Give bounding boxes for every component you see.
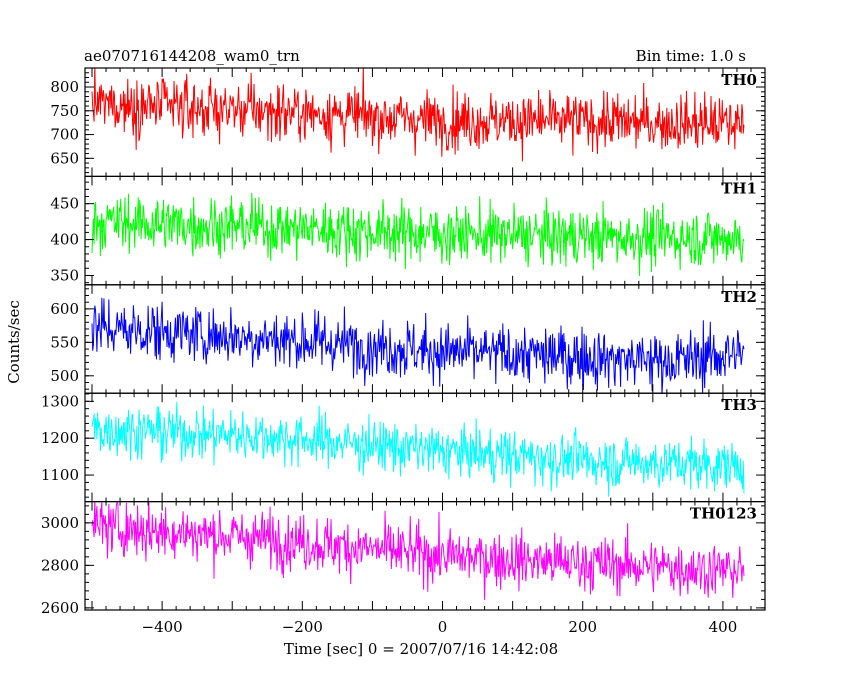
- y-tick-label: 700: [50, 126, 79, 144]
- x-tick-label: 400: [709, 618, 738, 636]
- panel-label: TH1: [721, 179, 757, 197]
- y-tick-label: 1100: [41, 466, 79, 484]
- bin-time-label: Bin time: 1.0 s: [636, 47, 746, 65]
- x-tick-label: 200: [568, 618, 597, 636]
- y-tick-label: 500: [50, 367, 79, 385]
- panel-th0123: 2600 2800 3000 TH0123: [41, 501, 766, 617]
- panel-label: TH0: [721, 71, 757, 89]
- y-tick-label: 800: [50, 78, 79, 96]
- y-tick-label: 3000: [41, 514, 79, 532]
- x-axis-label: Time [sec] 0 = 2007/07/16 14:42:08: [284, 640, 558, 658]
- series-line-th0123: [91, 501, 745, 600]
- y-tick-label: 400: [50, 231, 79, 249]
- series-line-th1: [91, 192, 745, 276]
- panel-th1: 350 400 450 TH1: [50, 175, 766, 286]
- y-tick-label: 1300: [41, 392, 79, 410]
- y-tick-label: 2600: [41, 599, 79, 617]
- y-tick-label: 450: [50, 195, 79, 213]
- panel-th2: 500 550 600 TH2: [50, 284, 766, 394]
- y-tick-label: 650: [50, 149, 79, 167]
- x-tick-label: −200: [282, 618, 323, 636]
- x-tick-label: 0: [438, 618, 448, 636]
- y-tick-label: 1200: [41, 429, 79, 447]
- series-line-th2: [91, 297, 745, 394]
- panels-group: 650 700 750 800 TH0 350 400 450 TH1 500 550 600 TH2 1…: [41, 67, 766, 636]
- panel-label: TH3: [721, 396, 757, 414]
- panel-label: TH0123: [690, 505, 757, 523]
- y-tick-label: 750: [50, 102, 79, 120]
- y-tick-label: 350: [50, 266, 79, 284]
- panel-frame: [84, 501, 766, 611]
- y-tick-label: 550: [50, 333, 79, 351]
- panel-th0: 650 700 750 800 TH0: [50, 67, 766, 178]
- panel-th3: 1100 1200 1300 TH3: [41, 392, 766, 503]
- y-axis-label: Counts/sec: [5, 300, 23, 384]
- series-line-th0: [91, 68, 745, 162]
- y-tick-label: 2800: [41, 556, 79, 574]
- series-line-th3: [91, 401, 745, 497]
- panel-label: TH2: [721, 288, 757, 306]
- chart-title: ae070716144208_wam0_trn: [84, 47, 300, 65]
- x-tick-label: −400: [142, 618, 183, 636]
- y-tick-label: 600: [50, 300, 79, 318]
